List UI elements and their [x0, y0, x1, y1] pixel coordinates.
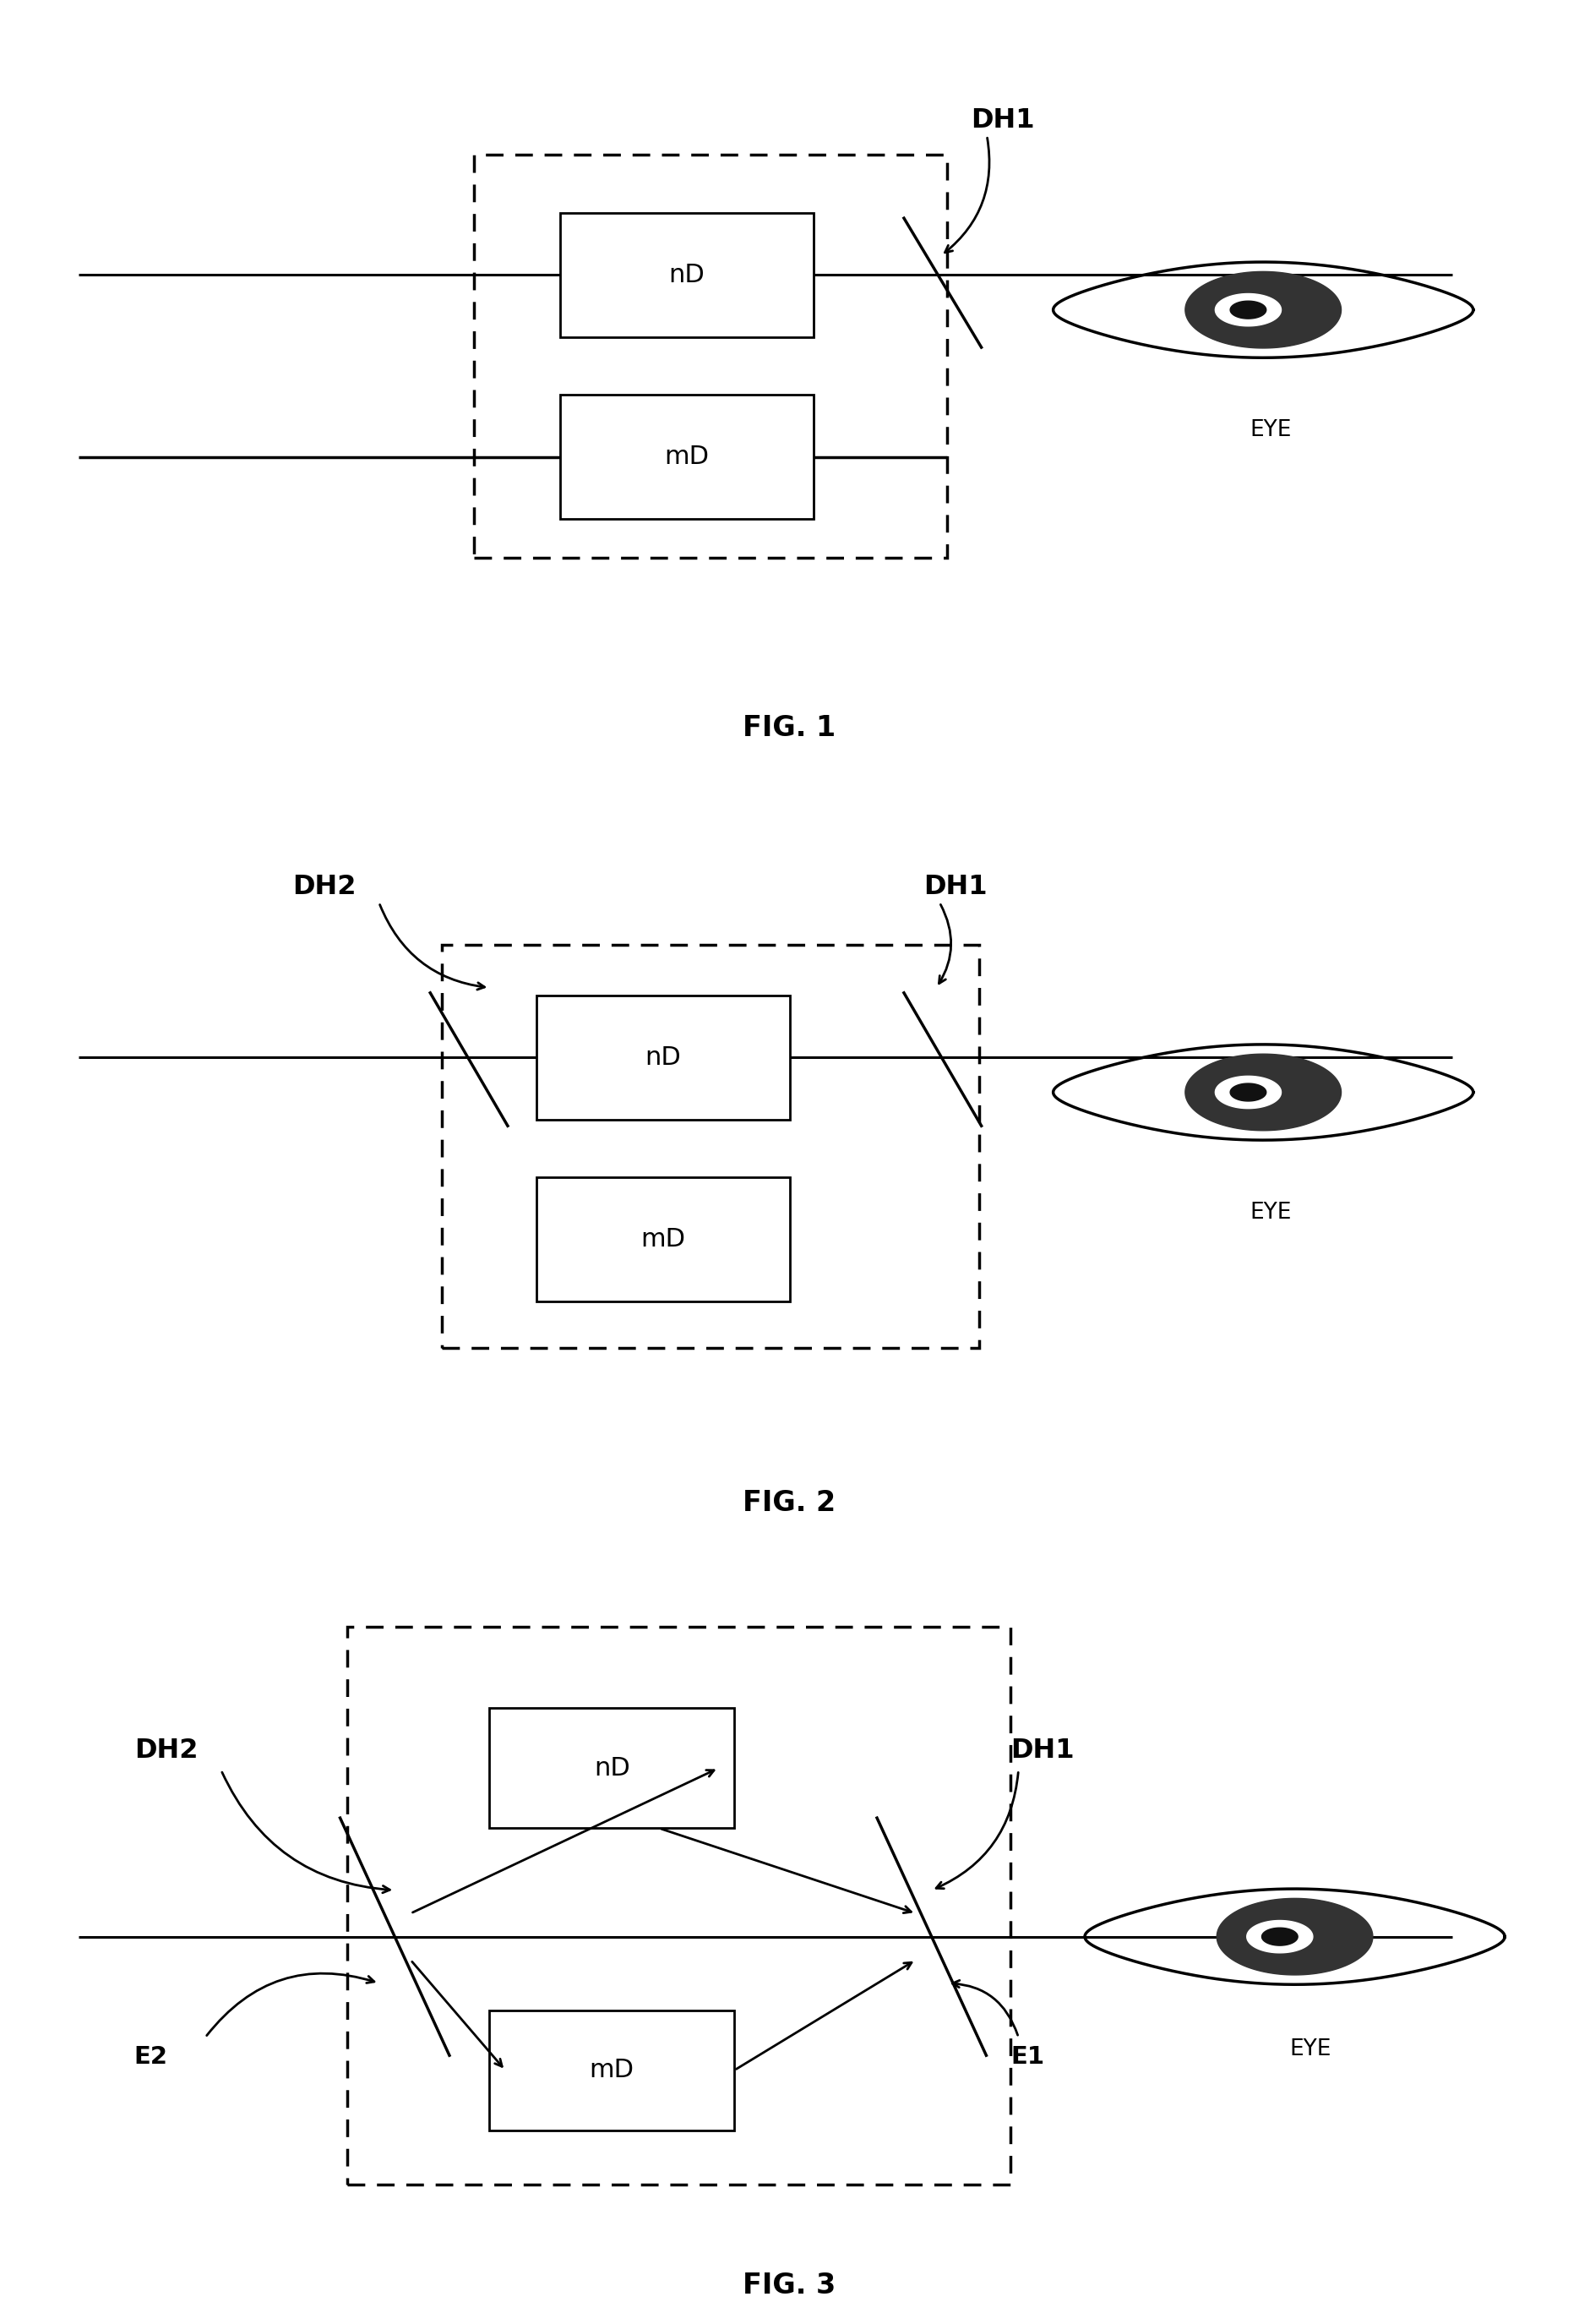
Text: EYE: EYE [1251, 418, 1292, 442]
Bar [489, 2010, 734, 2131]
Polygon shape [1216, 1076, 1281, 1109]
Polygon shape [1186, 1055, 1341, 1129]
Polygon shape [1216, 293, 1281, 325]
Polygon shape [1230, 302, 1266, 318]
Text: FIG. 1: FIG. 1 [744, 713, 835, 741]
Polygon shape [1217, 1899, 1372, 1975]
Polygon shape [1247, 1920, 1312, 1952]
Text: mD: mD [641, 1227, 685, 1253]
Text: mD: mD [665, 444, 709, 469]
Text: mD: mD [589, 2059, 635, 2082]
Bar [489, 1708, 734, 1829]
Text: DH2: DH2 [292, 874, 355, 899]
Bar [537, 995, 790, 1120]
Bar [474, 156, 947, 558]
Text: E1: E1 [1011, 2045, 1044, 2068]
Polygon shape [1230, 1083, 1266, 1102]
Text: DH2: DH2 [134, 1738, 197, 1764]
Text: DH1: DH1 [971, 107, 1034, 132]
Bar [347, 1627, 1011, 2185]
Text: EYE: EYE [1251, 1202, 1292, 1222]
Text: FIG. 2: FIG. 2 [744, 1490, 835, 1518]
Text: nD: nD [669, 263, 704, 288]
Polygon shape [1186, 272, 1341, 349]
Polygon shape [1262, 1929, 1298, 1945]
Text: FIG. 3: FIG. 3 [744, 2271, 835, 2298]
Bar [442, 946, 979, 1348]
Text: EYE: EYE [1290, 2038, 1331, 2059]
Text: E2: E2 [134, 2045, 167, 2068]
Text: nD: nD [646, 1046, 681, 1069]
Bar [561, 214, 813, 337]
Bar [561, 395, 813, 518]
Text: DH1: DH1 [1011, 1738, 1074, 1764]
Text: DH1: DH1 [924, 874, 987, 899]
Text: nD: nD [594, 1757, 630, 1780]
Bar [537, 1178, 790, 1301]
